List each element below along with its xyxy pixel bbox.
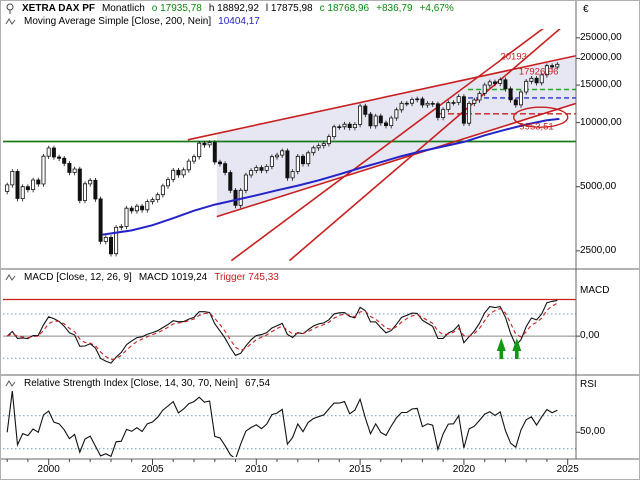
high-value: h 18892,92 [208,3,259,14]
indicator-wave-icon [5,273,17,282]
rsi-header: Relative Strength Index [Close, 14, 30, … [5,378,270,389]
indicator-wave-icon [5,17,17,26]
main-chart-header: XETRA DAX PF Monatlich o 17935,78 h 1889… [5,3,454,14]
ma-value: 10404,17 [218,16,260,27]
ma-indicator-header: Moving Average Simple [Close, 200, Nein]… [5,16,260,27]
change-value: +836,79 [376,3,413,14]
change-percent: +4,67% [419,3,454,14]
currency-axis-label: € [583,4,589,15]
macd-zero-label: 0,00 [580,330,600,341]
macd-label: MACD [Close, 12, 26, 9] [24,272,132,283]
rsi-value: 67,54 [245,378,271,389]
symbol-name: XETRA DAX PF [22,3,95,14]
low-value: l 17875,98 [265,3,313,14]
rsi-axis-label: RSI [580,379,597,390]
ma-label: Moving Average Simple [Close, 200, Nein] [24,16,212,27]
indicator-wave-icon [5,379,17,388]
timeframe-label: Monatlich [101,3,145,14]
rsi-mid-label: 50,00 [580,426,606,437]
macd-axis-label: MACD [580,285,610,296]
open-value: o 17935,78 [151,3,202,14]
chart-properties-icon[interactable] [5,3,15,14]
macd-header: MACD [Close, 12, 26, 9] MACD 1019,24 Tri… [5,272,279,283]
close-value: c 18768,96 [319,3,370,14]
macd-value: MACD 1019,24 [138,272,208,283]
macd-trigger-value: Trigger 745,33 [214,272,279,283]
rsi-label: Relative Strength Index [Close, 14, 30, … [24,378,239,389]
